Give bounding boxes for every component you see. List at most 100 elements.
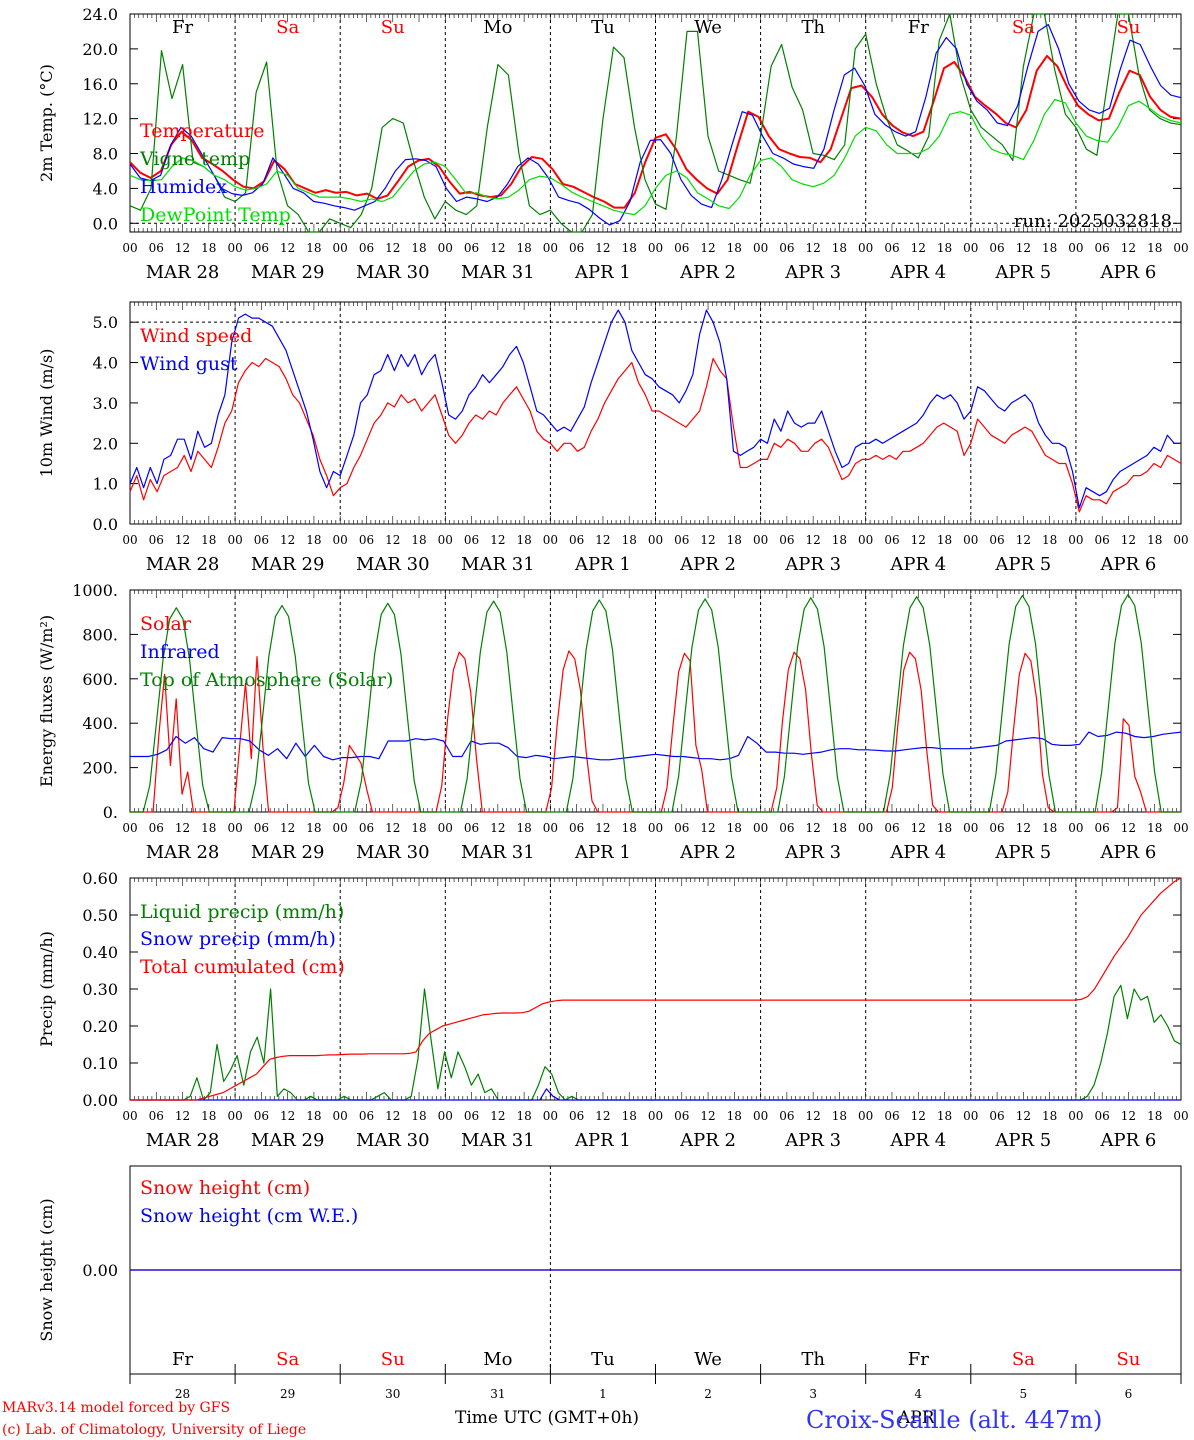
date-label: APR 6 — [1100, 842, 1157, 863]
date-label: APR 2 — [679, 1130, 736, 1151]
date-label: MAR 30 — [356, 842, 430, 863]
day-number-label: 2 — [704, 1387, 712, 1401]
hour-tick-label: 06 — [464, 821, 479, 835]
hour-tick-label: 18 — [411, 241, 426, 255]
hour-tick-label: 00 — [438, 821, 453, 835]
station-name: Croix-Scaille (alt. 447m) — [806, 1406, 1102, 1434]
hour-tick-label: 06 — [464, 533, 479, 547]
day-number-label: 31 — [490, 1387, 505, 1401]
hour-tick-label: 18 — [937, 533, 952, 547]
hour-tick-label: 18 — [516, 821, 531, 835]
y-tick-label: 0.60 — [82, 869, 118, 888]
hour-tick-label: 00 — [648, 1109, 663, 1123]
y-tick-label: 0.20 — [82, 1017, 118, 1036]
hour-tick-label: 12 — [175, 821, 190, 835]
hour-tick-label: 18 — [201, 821, 216, 835]
weekday-label: Sa — [1012, 1349, 1035, 1370]
date-label: APR 2 — [679, 842, 736, 863]
day-number-label: 5 — [1020, 1387, 1028, 1401]
hour-tick-label: 06 — [674, 241, 689, 255]
hour-tick-label: 00 — [753, 241, 768, 255]
hour-tick-label: 06 — [149, 241, 164, 255]
weekday-label: Th — [801, 17, 825, 38]
hour-tick-label: 12 — [806, 241, 821, 255]
hour-tick-label: 12 — [1121, 241, 1136, 255]
y-tick-label: 16.0 — [82, 75, 118, 94]
hour-tick-label: 00 — [122, 821, 137, 835]
hour-tick-label: 00 — [543, 821, 558, 835]
hour-tick-label: 06 — [884, 533, 899, 547]
panel-1: 0.0 4.0 8.0 12.0 16.0 20.0 24.0 2m Temp. (°C) 00… — [37, 5, 1189, 283]
series-line — [129, 98, 1182, 216]
hour-tick-label: 18 — [832, 533, 847, 547]
hour-tick-label: 18 — [727, 241, 742, 255]
month-label: APR — [897, 1408, 936, 1428]
date-label: MAR 29 — [251, 1130, 325, 1151]
date-label: APR 4 — [889, 554, 946, 575]
hour-tick-label: 12 — [385, 821, 400, 835]
hour-tick-label: 06 — [884, 821, 899, 835]
y-tick-label: 0.0 — [93, 515, 118, 534]
weekday-label: Fr — [908, 17, 929, 38]
weekday-label: Fr — [172, 1349, 193, 1370]
weekday-label: Su — [381, 1349, 405, 1370]
hour-tick-label: 06 — [779, 821, 794, 835]
hour-tick-label: 00 — [227, 1109, 242, 1123]
y-tick-label: 600. — [82, 670, 118, 689]
hour-tick-label: 18 — [622, 241, 637, 255]
hour-tick-label: 00 — [963, 241, 978, 255]
y-axis-label: Precip (mm/h) — [37, 931, 56, 1047]
hour-tick-label: 06 — [779, 533, 794, 547]
hour-tick-label: 18 — [1147, 821, 1162, 835]
weekday-label: We — [694, 1349, 722, 1370]
hour-tick-label: 12 — [700, 533, 715, 547]
y-tick-label: 4.0 — [93, 354, 118, 373]
date-label: MAR 28 — [146, 1130, 220, 1151]
legend-entry: Snow height (cm W.E.) — [140, 1205, 358, 1227]
hour-tick-label: 12 — [911, 821, 926, 835]
date-label: APR 1 — [574, 554, 631, 575]
hour-tick-label: 12 — [806, 1109, 821, 1123]
day-number-label: 29 — [280, 1387, 295, 1401]
hour-tick-label: 00 — [227, 241, 242, 255]
series-line — [129, 357, 1182, 513]
weekday-label: Fr — [172, 17, 193, 38]
y-tick-label: 2.0 — [93, 434, 118, 453]
hour-tick-label: 12 — [1121, 821, 1136, 835]
date-label: MAR 29 — [251, 842, 325, 863]
y-tick-label: 5.0 — [93, 313, 118, 332]
weekday-label: Sa — [276, 1349, 299, 1370]
date-label: MAR 30 — [356, 262, 430, 283]
weekday-label: Mo — [483, 17, 512, 38]
hour-tick-label: 12 — [175, 241, 190, 255]
hour-tick-label: 06 — [254, 821, 269, 835]
run-label: run: 2025032818 — [1014, 211, 1172, 232]
day-number-label: 3 — [809, 1387, 817, 1401]
hour-tick-label: 00 — [1068, 1109, 1083, 1123]
date-label: APR 5 — [994, 842, 1051, 863]
time-axis-label: Time UTC (GMT+0h) — [455, 1408, 639, 1428]
hour-tick-label: 06 — [464, 241, 479, 255]
hour-tick-label: 18 — [937, 241, 952, 255]
panel-5: 0.00 Snow height (cm) 28 29 30 31 1 2 3 4 5 6 Fr Sa Su… — [37, 1165, 1182, 1401]
hour-tick-label: 12 — [490, 821, 505, 835]
date-label: APR 1 — [574, 842, 631, 863]
hour-tick-label: 00 — [333, 821, 348, 835]
hour-tick-label: 00 — [858, 533, 873, 547]
hour-tick-label: 00 — [648, 533, 663, 547]
legend-entry: Solar — [140, 613, 192, 635]
hour-tick-label: 06 — [464, 1109, 479, 1123]
weekday-label: Fr — [908, 1349, 929, 1370]
hour-tick-label: 12 — [595, 241, 610, 255]
date-label: APR 5 — [994, 262, 1051, 283]
weekday-label: Sa — [276, 17, 299, 38]
series-line — [130, 1088, 1181, 1101]
series-line — [129, 13, 1182, 233]
hour-tick-label: 00 — [1068, 533, 1083, 547]
date-label: APR 3 — [784, 842, 841, 863]
hour-tick-label: 12 — [911, 241, 926, 255]
weekday-label: Su — [381, 17, 405, 38]
hour-tick-label: 18 — [1042, 241, 1057, 255]
date-label: MAR 29 — [251, 554, 325, 575]
hour-tick-label: 06 — [779, 241, 794, 255]
